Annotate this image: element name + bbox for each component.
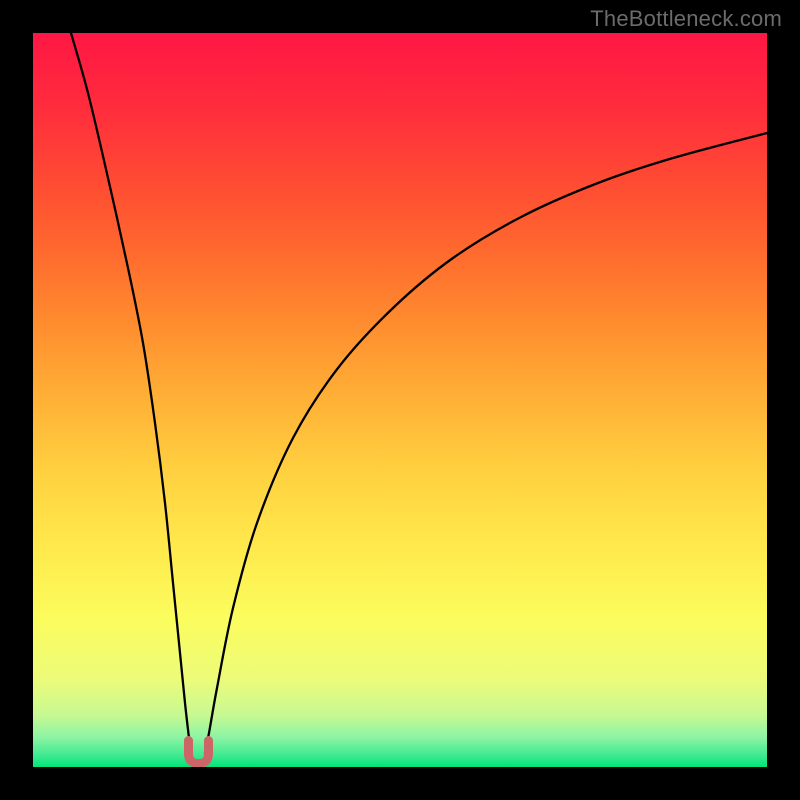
minimum-u-marker bbox=[181, 733, 216, 768]
chart-frame: TheBottleneck.com bbox=[0, 0, 800, 800]
left-curve bbox=[71, 33, 191, 753]
curve-layer bbox=[33, 33, 767, 767]
plot-area bbox=[33, 33, 767, 767]
right-curve bbox=[205, 133, 767, 753]
watermark-text: TheBottleneck.com bbox=[590, 6, 782, 32]
